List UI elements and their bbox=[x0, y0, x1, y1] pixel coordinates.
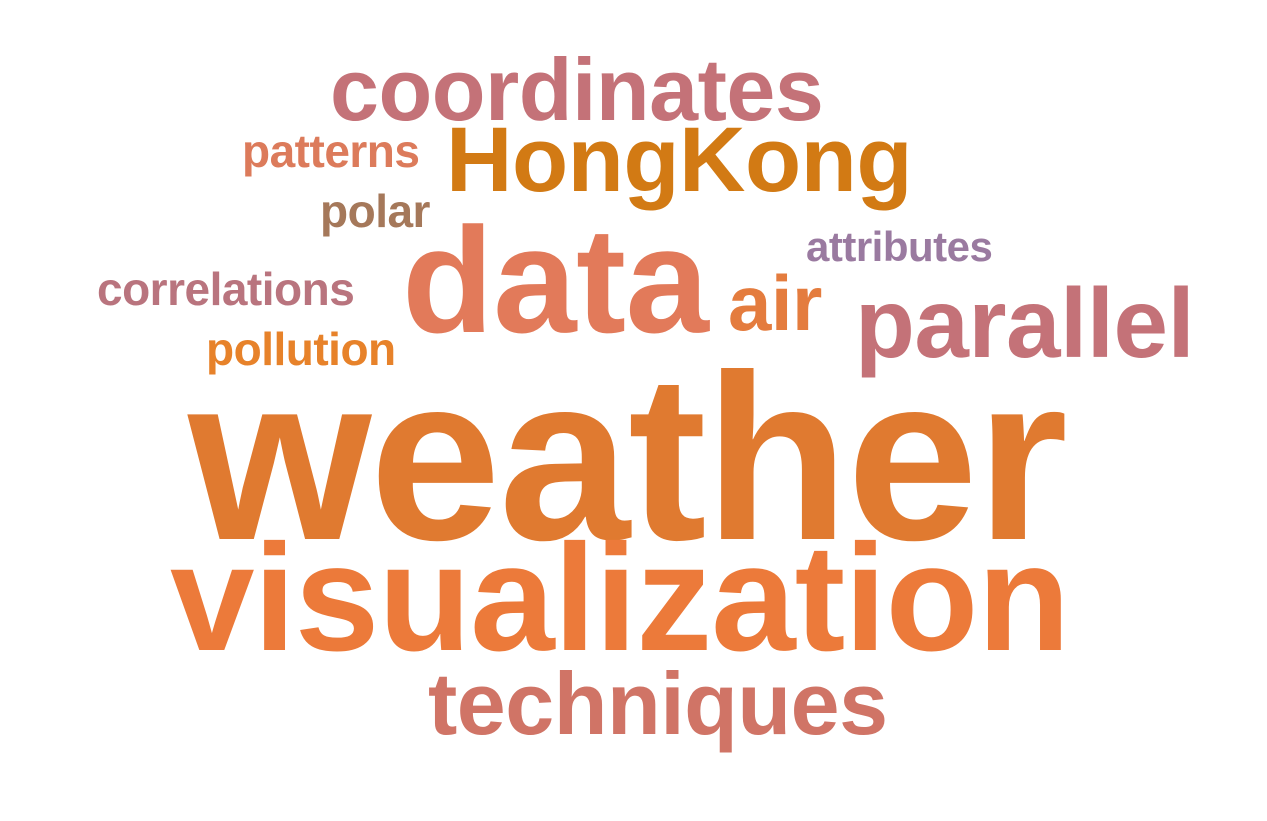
word-pollution: pollution bbox=[206, 323, 396, 375]
word-coordinates: coordinates bbox=[330, 40, 824, 139]
word-weather: weather bbox=[188, 326, 1068, 590]
word-parallel: parallel bbox=[855, 268, 1195, 378]
word-polar: polar bbox=[320, 185, 430, 237]
word-data: data bbox=[402, 196, 709, 364]
word-correlations: correlations bbox=[97, 263, 355, 315]
word-hongkong: HongKong bbox=[446, 109, 913, 211]
word-visualization: visualization bbox=[170, 513, 1070, 683]
word-patterns: patterns bbox=[242, 125, 420, 177]
word-air: air bbox=[728, 259, 822, 347]
word-attributes: attributes bbox=[806, 223, 993, 270]
word-techniques: techniques bbox=[428, 654, 888, 753]
